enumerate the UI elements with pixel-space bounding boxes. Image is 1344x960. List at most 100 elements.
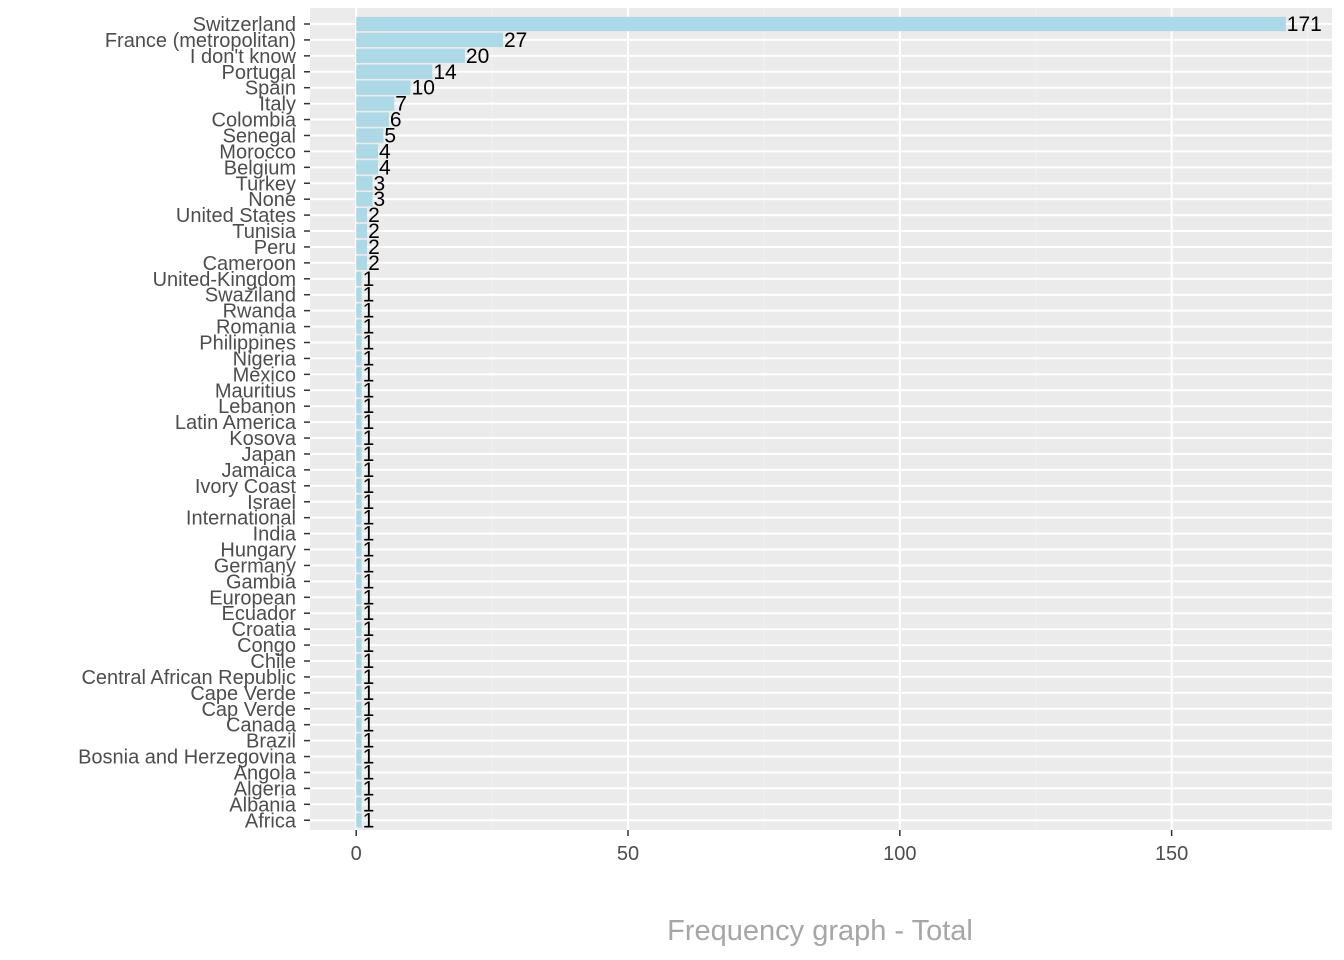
category-label: Senegal bbox=[223, 125, 296, 147]
category-label: Congo bbox=[237, 635, 296, 657]
bar bbox=[356, 749, 362, 764]
x-tick-label: 0 bbox=[351, 843, 362, 865]
value-label: 1 bbox=[363, 395, 375, 418]
value-label: 1 bbox=[363, 618, 375, 641]
category-label: Mauritius bbox=[215, 380, 296, 402]
value-label: 1 bbox=[363, 570, 375, 593]
value-label: 1 bbox=[363, 475, 375, 498]
category-label: Brazil bbox=[246, 731, 296, 753]
category-label: Latin America bbox=[175, 412, 297, 434]
bar bbox=[356, 606, 362, 621]
category-label: International bbox=[186, 508, 296, 530]
category-label: Gambia bbox=[226, 571, 297, 593]
value-label: 1 bbox=[363, 268, 375, 291]
category-label: Ecuador bbox=[222, 603, 297, 625]
bar bbox=[356, 446, 362, 462]
category-label: Philippines bbox=[199, 333, 296, 355]
category-label: Portugal bbox=[222, 62, 297, 84]
value-label: 1 bbox=[363, 427, 375, 450]
value-label: 1 bbox=[363, 698, 375, 721]
bar bbox=[356, 574, 362, 589]
bars bbox=[356, 16, 1286, 828]
category-label: Cap Verde bbox=[201, 699, 296, 721]
plot-panel bbox=[310, 8, 1332, 830]
value-label: 1 bbox=[363, 332, 375, 355]
bar bbox=[356, 653, 362, 669]
value-label: 1 bbox=[363, 730, 375, 753]
value-label: 1 bbox=[363, 777, 375, 800]
bar bbox=[356, 542, 362, 557]
category-label: United-Kingdom bbox=[153, 269, 296, 291]
value-label: 10 bbox=[412, 77, 435, 100]
value-label: 1 bbox=[363, 650, 375, 673]
value-label: 1 bbox=[363, 761, 375, 784]
value-label: 1 bbox=[363, 300, 375, 323]
x-axis-title: Frequency graph - Total bbox=[667, 915, 973, 947]
bar bbox=[356, 526, 362, 541]
value-label: 1 bbox=[363, 411, 375, 434]
bar bbox=[356, 669, 362, 685]
value-label: 1 bbox=[363, 809, 375, 832]
value-label: 1 bbox=[363, 714, 375, 737]
value-label: 1 bbox=[363, 586, 375, 609]
bar bbox=[356, 558, 362, 573]
bar bbox=[356, 144, 378, 159]
value-label: 1 bbox=[363, 523, 375, 546]
bar bbox=[356, 48, 465, 63]
category-label: Hungary bbox=[220, 540, 296, 562]
category-label: I don't know bbox=[190, 46, 297, 68]
value-label: 3 bbox=[374, 188, 386, 211]
x-tick-label: 100 bbox=[883, 843, 916, 865]
bar bbox=[356, 367, 362, 382]
bar bbox=[356, 478, 362, 493]
x-tick-label: 150 bbox=[1155, 843, 1188, 865]
bar bbox=[356, 80, 411, 95]
category-label: Japan bbox=[242, 444, 297, 466]
value-label: 1 bbox=[363, 459, 375, 482]
value-label: 1 bbox=[363, 284, 375, 307]
category-label: Switzerland bbox=[193, 14, 296, 36]
value-label: 1 bbox=[363, 793, 375, 816]
value-label: 6 bbox=[390, 109, 402, 132]
value-label: 1 bbox=[363, 379, 375, 402]
bar bbox=[356, 64, 433, 79]
category-label: Lebanon bbox=[218, 396, 296, 418]
bar bbox=[356, 813, 362, 828]
category-label: Rwanda bbox=[223, 301, 297, 323]
bar bbox=[356, 590, 362, 605]
bar bbox=[356, 637, 362, 653]
value-label: 2 bbox=[368, 252, 380, 275]
value-label: 1 bbox=[363, 682, 375, 705]
bar bbox=[356, 383, 362, 398]
category-label: Africa bbox=[245, 810, 297, 832]
category-label: Cape Verde bbox=[190, 683, 296, 705]
bar bbox=[356, 287, 362, 302]
bar bbox=[356, 765, 362, 780]
bar bbox=[356, 319, 362, 334]
value-label: 1 bbox=[363, 539, 375, 562]
bar bbox=[356, 176, 373, 191]
category-label: Cameroon bbox=[203, 253, 296, 275]
bar bbox=[356, 160, 378, 175]
category-label: Ivory Coast bbox=[195, 476, 297, 498]
category-label: Spain bbox=[245, 78, 296, 100]
bar bbox=[356, 797, 362, 812]
value-label: 5 bbox=[384, 124, 396, 147]
category-label: Nigeria bbox=[233, 348, 297, 370]
value-label: 4 bbox=[379, 156, 391, 179]
category-label: Italy bbox=[259, 94, 296, 116]
bar bbox=[356, 622, 362, 637]
bar bbox=[356, 414, 362, 430]
grid-lines bbox=[310, 8, 1332, 830]
value-labels: 1712720141076544332222111111111111111111… bbox=[363, 13, 1322, 832]
category-label: Tunisia bbox=[232, 221, 297, 243]
category-label: Turkey bbox=[236, 173, 296, 195]
value-label: 20 bbox=[466, 45, 489, 68]
category-label: United States bbox=[176, 205, 296, 227]
value-label: 1 bbox=[363, 363, 375, 386]
category-label: Colombia bbox=[212, 110, 297, 132]
bar bbox=[356, 207, 368, 223]
value-label: 1 bbox=[363, 491, 375, 514]
bar bbox=[356, 255, 368, 271]
category-label: Canada bbox=[226, 715, 297, 737]
